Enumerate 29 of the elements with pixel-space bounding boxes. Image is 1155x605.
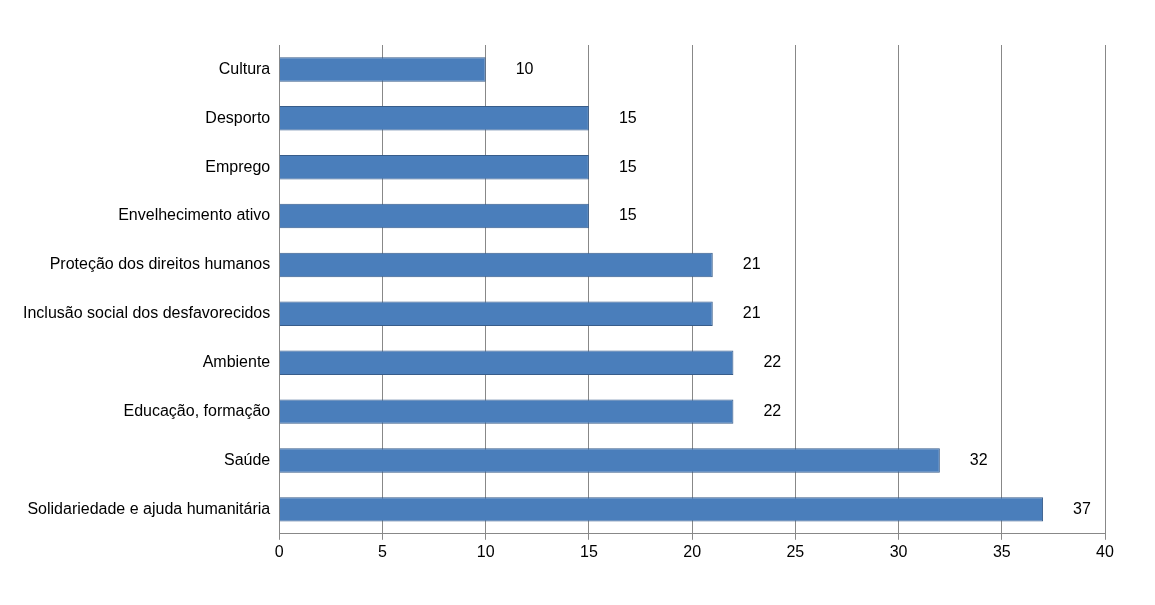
data-label: 15 (618, 108, 637, 126)
x-tick-label: 20 (683, 542, 702, 560)
y-tick-label: Cultura (218, 59, 271, 77)
x-tick-label: 15 (580, 542, 598, 560)
data-label: 21 (742, 304, 761, 322)
x-tick-label: 35 (992, 542, 1011, 560)
x-tick-label: 40 (1096, 542, 1114, 560)
data-label: 22 (763, 402, 782, 420)
data-label: 37 (1073, 499, 1091, 517)
x-tick-label: 25 (786, 542, 805, 560)
data-label: 22 (763, 353, 782, 371)
x-tick-label: 30 (889, 542, 908, 560)
x-tick-label: 5 (378, 542, 388, 560)
y-tick-label: Solidariedade e ajuda humanitária (27, 499, 271, 517)
data-label: 10 (515, 59, 534, 77)
y-tick-label: Ambiente (202, 353, 271, 371)
y-tick-label: Saúde (223, 450, 271, 468)
y-tick-label: Desporto (205, 108, 271, 126)
data-label: 32 (969, 450, 988, 468)
data-label: 21 (742, 255, 761, 273)
data-label: 15 (618, 206, 637, 224)
y-tick-label: Educação, formação (123, 402, 271, 420)
y-tick-label: Proteção dos direitos humanos (49, 255, 271, 273)
x-tick-label: 10 (476, 542, 495, 560)
y-tick-label: Inclusão social dos desfavorecidos (23, 304, 271, 322)
y-tick-label: Envelhecimento ativo (118, 206, 271, 224)
y-tick-label: Emprego (205, 157, 271, 175)
data-label: 15 (618, 157, 637, 175)
x-tick-label: 0 (274, 542, 284, 560)
